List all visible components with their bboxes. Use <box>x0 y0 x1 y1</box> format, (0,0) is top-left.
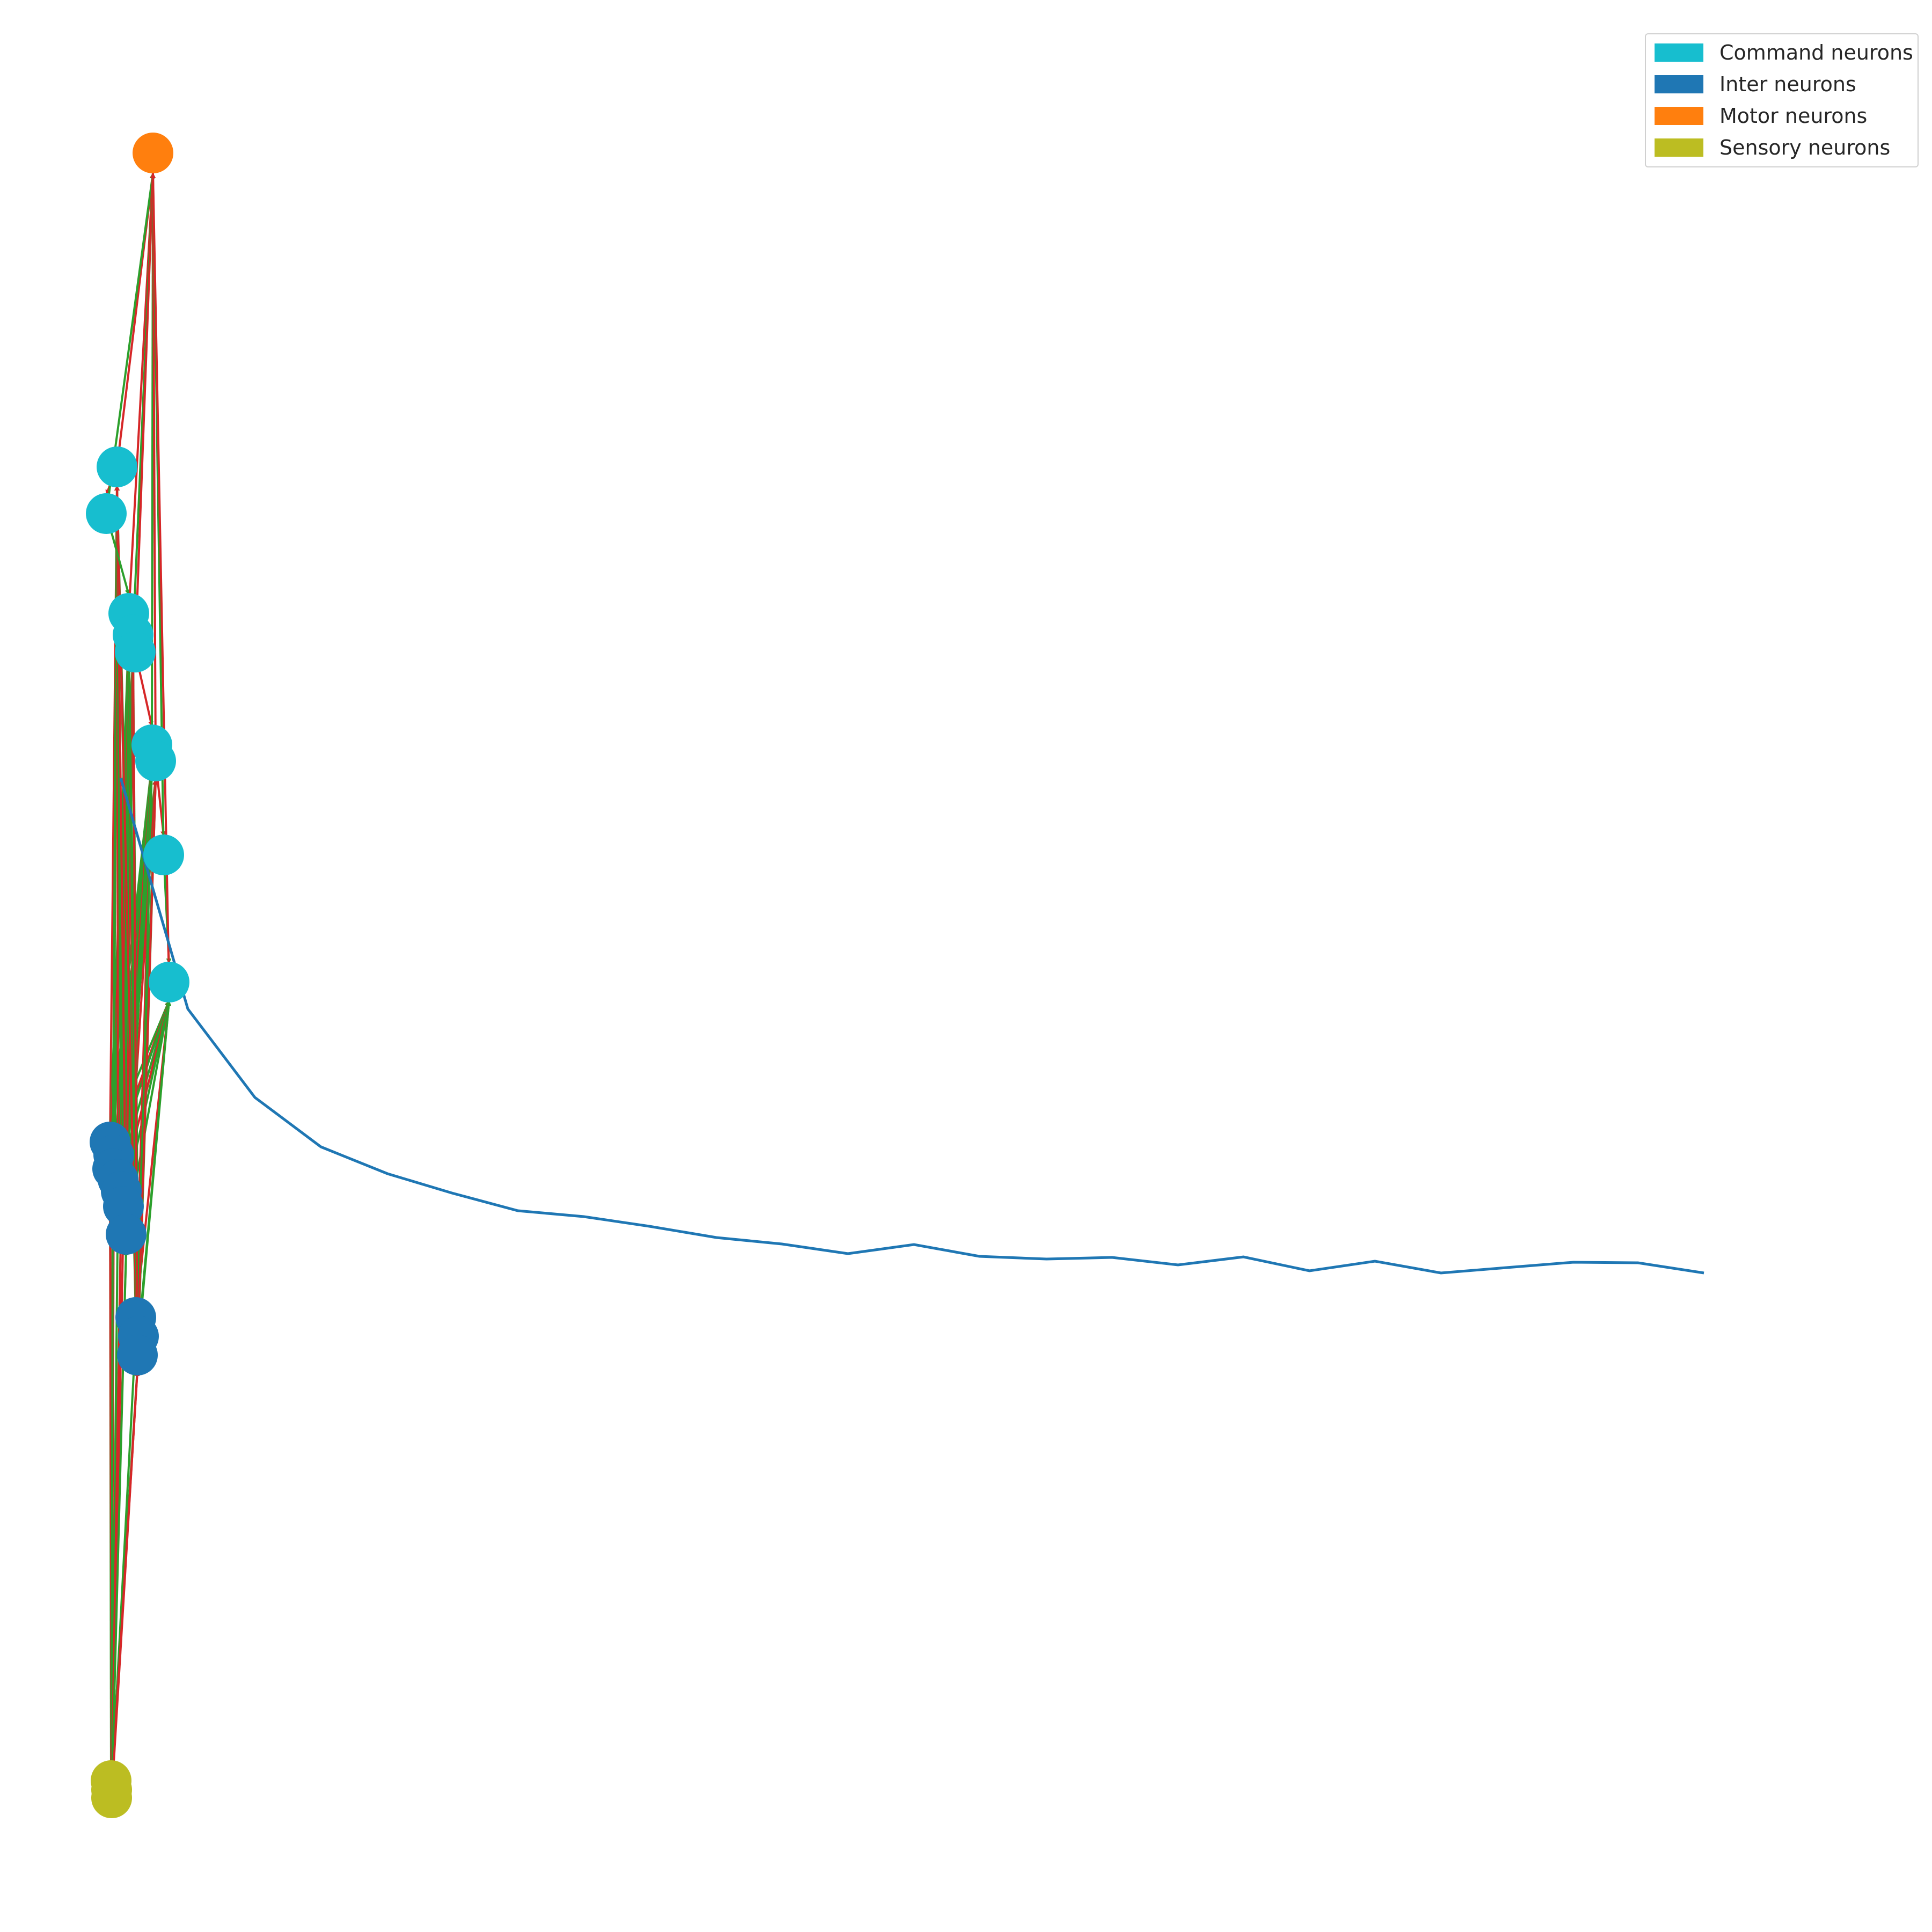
legend-item-motor: Motor neurons <box>1655 104 1867 128</box>
synapse-edge-73 <box>136 779 158 1356</box>
inter-swatch <box>1655 75 1703 93</box>
command-swatch <box>1655 43 1703 62</box>
synapse-edge-14 <box>111 1352 141 1798</box>
synapse-edge-87 <box>134 173 156 653</box>
legend-label-sensory: Sensory neurons <box>1719 136 1891 159</box>
command-neuron-node-8 <box>149 962 189 1002</box>
command-neuron-node-6 <box>135 741 176 781</box>
command-neuron-node-7 <box>143 835 184 875</box>
synapse-edge-74 <box>136 1000 172 1356</box>
overlay-curve <box>119 778 1704 1275</box>
legend-item-sensory: Sensory neurons <box>1655 136 1890 159</box>
legend-label-inter: Inter neurons <box>1719 72 1856 96</box>
synapse-edge-11 <box>109 1184 115 1798</box>
neuron-nodes <box>86 133 189 1818</box>
inter-neuron-node-6 <box>106 1214 147 1255</box>
legend: Command neurons Inter neurons Motor neur… <box>1645 33 1919 167</box>
inter-neuron-node-9 <box>117 1335 158 1375</box>
sensory-swatch <box>1655 138 1703 157</box>
command-neuron-node-4 <box>115 632 156 672</box>
command-neuron-node-1 <box>86 493 127 534</box>
legend-label-motor: Motor neurons <box>1719 104 1868 128</box>
motor-swatch <box>1655 107 1703 125</box>
legend-item-command: Command neurons <box>1655 41 1913 64</box>
synapse-edge-89 <box>150 173 157 762</box>
legend-item-inter: Inter neurons <box>1655 72 1856 96</box>
command-neuron-node-0 <box>97 447 137 487</box>
sensory-neuron-node-2 <box>91 1777 132 1818</box>
motor-neuron-node <box>133 133 173 173</box>
legend-label-command: Command neurons <box>1719 41 1913 64</box>
